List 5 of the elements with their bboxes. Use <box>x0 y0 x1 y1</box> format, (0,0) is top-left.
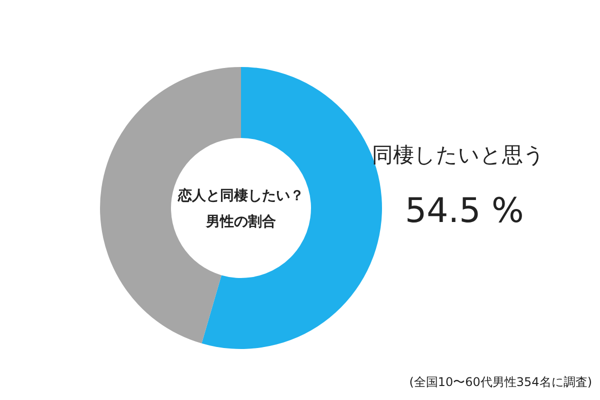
data-label: 54.5 % <box>405 191 524 231</box>
text: 男性の割合 <box>205 213 276 230</box>
text: 恋人と同棲したい？ <box>177 187 304 204</box>
text: (全国10〜60代男性354名に調査) <box>409 375 592 389</box>
slice-label: 同棲したいと思う <box>372 143 545 167</box>
